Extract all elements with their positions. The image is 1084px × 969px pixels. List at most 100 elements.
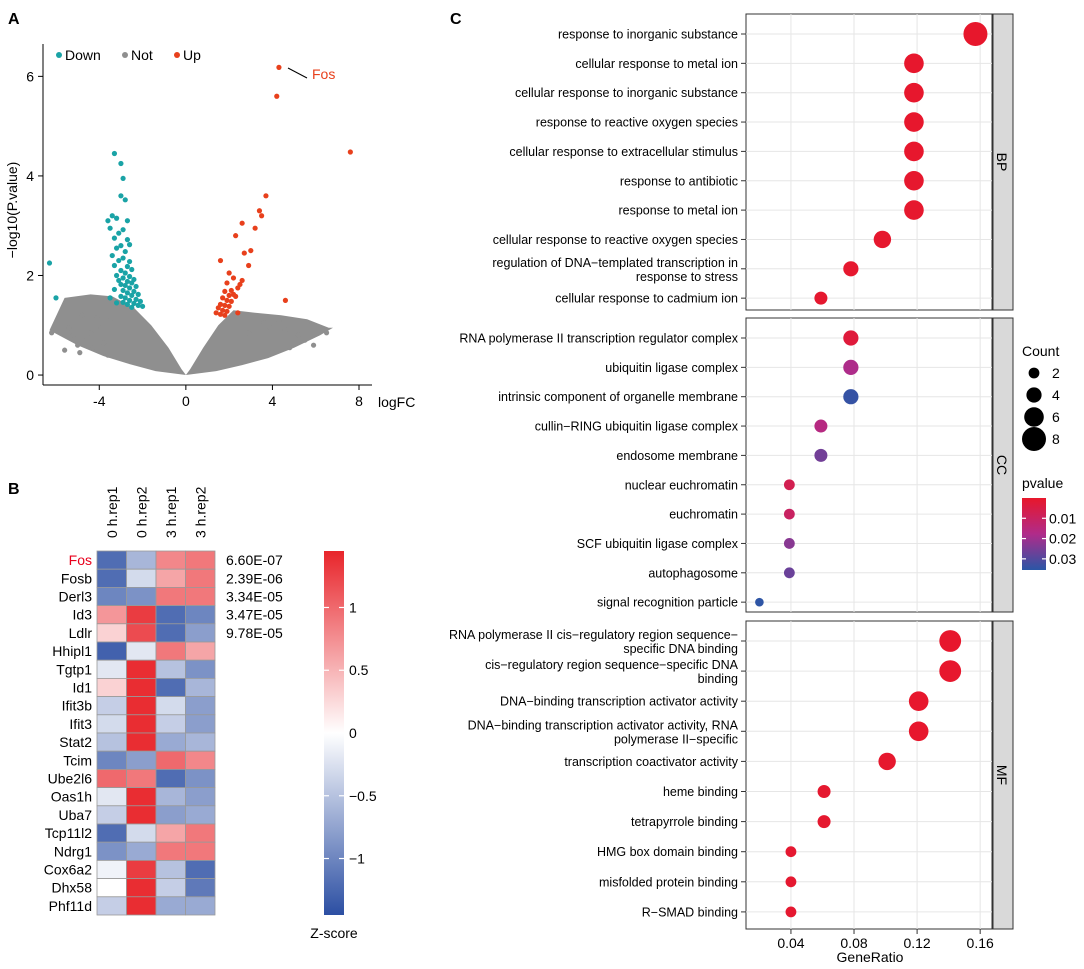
not-point xyxy=(254,337,260,343)
down-point xyxy=(118,267,124,274)
heatmap-row-label: Uba7 xyxy=(59,807,93,823)
term-label: endosome membrane xyxy=(616,449,738,463)
heatmap-cell xyxy=(155,769,186,789)
heatmap-cell xyxy=(155,678,186,698)
heatmap-cell xyxy=(126,732,157,752)
term-dot xyxy=(873,230,892,249)
down-point xyxy=(129,304,135,310)
facet-strip xyxy=(992,620,1014,930)
down-point xyxy=(122,270,128,276)
heatmap-cell xyxy=(126,641,157,661)
heatmap-row-label: Tcim xyxy=(63,752,92,768)
count-legend-label: 8 xyxy=(1052,431,1060,447)
x-tick-label: 4 xyxy=(269,393,277,409)
legend-not-label: Not xyxy=(131,47,153,63)
up-point xyxy=(239,277,245,284)
down-point xyxy=(118,160,124,167)
zscore-label: Z-score xyxy=(310,925,358,941)
not-point xyxy=(66,325,72,331)
facet-panel xyxy=(745,13,993,311)
x-tick-label: -4 xyxy=(93,393,106,409)
term-dot xyxy=(817,815,831,829)
heatmap-row-label: Stat2 xyxy=(59,734,92,750)
heatmap-cell xyxy=(96,659,127,679)
legend-down-label: Down xyxy=(65,47,101,63)
not-point xyxy=(276,317,282,323)
term-dot xyxy=(783,508,795,520)
heatmap-column-label: 3 h.rep2 xyxy=(192,486,208,538)
heatmap-row-label: Ndrg1 xyxy=(54,843,92,859)
not-point xyxy=(246,330,252,336)
y-tick-label: 4 xyxy=(26,168,34,184)
term-label: ubiquitin ligase complex xyxy=(605,361,738,375)
heatmap-pvalue: 6.60E-07 xyxy=(226,552,283,568)
term-dot xyxy=(939,630,962,652)
not-point xyxy=(88,330,94,336)
volcano-legend: Down Not Up xyxy=(56,47,201,63)
heatmap-cell xyxy=(96,623,127,643)
term-label: cellular response to inorganic substance xyxy=(515,86,738,100)
panel-label-b: B xyxy=(8,481,20,498)
term-label: cullin−RING ubiquitin ligase complex xyxy=(535,420,739,434)
heatmap-cell xyxy=(185,823,216,843)
heatmap-cell xyxy=(185,659,216,679)
heatmap-row-label: Id3 xyxy=(73,607,93,623)
down-point xyxy=(113,300,120,306)
heatmap-cell xyxy=(126,805,157,825)
term-dot xyxy=(783,538,795,549)
down-point xyxy=(122,197,128,203)
colorbar-tick-label: 0.5 xyxy=(349,662,369,678)
heatmap-cell xyxy=(155,732,186,752)
term-dot xyxy=(783,479,795,491)
count-legend-label: 6 xyxy=(1052,409,1060,425)
down-point xyxy=(133,283,139,290)
not-point xyxy=(49,330,55,336)
term-label: cellular response to reactive oxygen spe… xyxy=(493,233,738,247)
up-point xyxy=(282,297,289,303)
colorbar-tick-label: 0 xyxy=(349,725,357,741)
down-point xyxy=(118,281,124,288)
term-label-line1: regulation of DNA−templated transcriptio… xyxy=(492,256,738,270)
heatmap-row-label-highlight: Fos xyxy=(69,552,92,568)
heatmap-cell xyxy=(185,896,216,916)
down-point xyxy=(120,175,126,182)
heatmap-cell xyxy=(155,896,186,916)
heatmap-cell xyxy=(96,732,127,752)
term-label-line1: cis−regulatory region sequence−specific … xyxy=(485,658,739,672)
term-label: autophagosome xyxy=(648,566,738,580)
down-point xyxy=(124,218,131,224)
heatmap-cell xyxy=(155,550,186,570)
volcano-plot: -4 0 4 8 0 2 4 6 −log10(P.value) logFC Down Not… xyxy=(4,44,415,410)
not-point xyxy=(323,330,330,336)
count-legend-dot xyxy=(1022,427,1046,451)
up-point xyxy=(226,292,232,298)
down-point xyxy=(111,150,118,157)
volcano-y-label: −log10(P.value) xyxy=(4,162,20,259)
up-point xyxy=(235,285,241,291)
term-label: signal recognition particle xyxy=(597,596,738,610)
term-dot xyxy=(783,567,795,579)
term-dot xyxy=(904,200,924,220)
down-point xyxy=(122,282,128,289)
down-point xyxy=(116,230,122,236)
x-tick-label: 0 xyxy=(182,393,190,409)
heatmap-cell xyxy=(126,823,157,843)
down-point xyxy=(129,280,135,286)
down-point xyxy=(129,266,135,273)
pvalue-tick-label: 0.01 xyxy=(1049,510,1076,526)
heatmap-cell xyxy=(96,878,127,898)
up-point xyxy=(274,93,280,99)
term-dot xyxy=(904,82,924,103)
heatmap-cell xyxy=(185,787,216,807)
term-label: misfolded protein binding xyxy=(599,875,738,889)
term-dot xyxy=(904,53,924,74)
term-label-line1: DNA−binding transcription activator acti… xyxy=(468,718,739,732)
heatmap-cell xyxy=(96,714,127,734)
zscore-colorbar xyxy=(324,551,344,915)
down-points xyxy=(46,150,146,310)
heatmap-cell xyxy=(96,823,127,843)
volcano-ticks: -4 0 4 8 0 2 4 6 xyxy=(26,68,363,409)
heatmap-cell xyxy=(126,750,157,770)
up-point xyxy=(213,310,219,316)
term-label: R−SMAD binding xyxy=(642,905,738,919)
